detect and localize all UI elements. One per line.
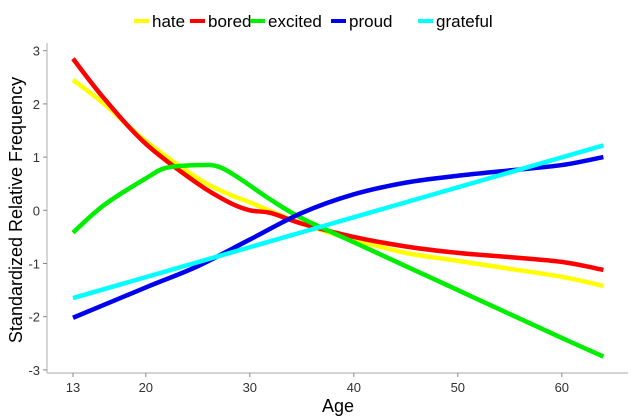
y-tick-label: -2 [28,310,40,325]
series-line-hate [71,78,604,289]
legend-label-excited: excited [268,12,322,31]
y-tick-label: 0 [33,203,40,218]
y-tick-label: -3 [28,363,40,378]
y-tick-label: -1 [28,257,40,272]
legend-label-bored: bored [208,12,251,31]
legend-label-proud: proud [349,12,392,31]
y-axis-label: Standardized Relative Frequency [6,77,26,343]
axes: 3 2 1 0 -1 -2 -3 13 20 30 40 50 60 [28,43,628,395]
x-tick-label: 13 [66,380,80,395]
series-line-grateful [72,143,605,301]
x-tick-label: 60 [555,380,569,395]
y-tick-label: 2 [33,97,40,112]
x-tick-label: 20 [139,380,153,395]
y-tick-label: 3 [33,44,40,59]
y-tick-label: 1 [33,150,40,165]
legend-label-grateful: grateful [436,12,493,31]
series-line-excited [71,162,605,359]
x-tick-label: 40 [347,380,361,395]
legend-label-hate: hate [152,12,185,31]
series-lines [71,57,605,359]
x-tick-label: 50 [451,380,465,395]
legend: hate bored excited proud grateful [134,12,493,31]
series-line-bored [71,57,604,273]
x-axis-label: Age [322,396,354,416]
x-tick-label: 30 [243,380,257,395]
